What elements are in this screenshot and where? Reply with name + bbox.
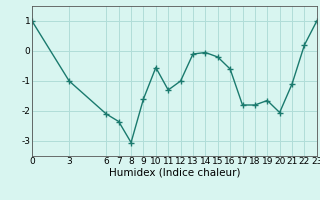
- X-axis label: Humidex (Indice chaleur): Humidex (Indice chaleur): [109, 168, 240, 178]
